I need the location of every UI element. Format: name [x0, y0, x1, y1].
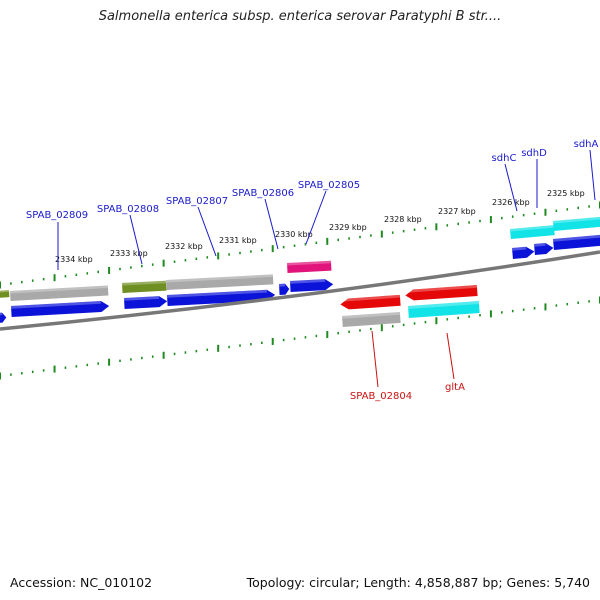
gene-leader-line — [305, 190, 327, 245]
gene-leader-line — [264, 198, 279, 250]
gene-label-forward[interactable]: SPAB_02808 — [97, 204, 159, 215]
kbp-tick-label: 2327 kbp — [438, 207, 476, 216]
gene-leader-line — [197, 206, 217, 257]
gene-label-forward[interactable]: sdhC — [492, 153, 517, 164]
gene-label-forward[interactable]: SPAB_02805 — [298, 180, 360, 191]
kbp-tick-label: 2332 kbp — [165, 242, 203, 251]
kbp-tick-label: 2334 kbp — [55, 255, 93, 264]
cds-feature-blue[interactable] — [0, 312, 7, 323]
outer-tick-track — [0, 201, 600, 289]
reverse-cds-red[interactable] — [405, 284, 478, 301]
cds-feature-blue[interactable] — [11, 300, 110, 317]
gene-label-reverse[interactable]: SPAB_02804 — [350, 391, 412, 402]
gene-label-forward[interactable]: SPAB_02809 — [26, 210, 88, 221]
gene-label-forward[interactable]: sdhD — [521, 148, 547, 159]
gene-feature-cyan[interactable] — [510, 225, 555, 239]
gene-feature-gray[interactable] — [166, 274, 274, 290]
gene-label-forward[interactable]: sdhA — [574, 139, 599, 150]
cds-feature-blue[interactable] — [167, 289, 276, 306]
cds-feature-blue[interactable] — [279, 283, 290, 295]
kbp-tick-labels: 2334 kbp 2333 kbp 2332 kbp 2331 kbp 2330 kbp… — [55, 189, 585, 264]
gene-label-forward[interactable]: SPAB_02807 — [166, 196, 228, 207]
kbp-tick-label: 2329 kbp — [329, 223, 367, 232]
gene-feature-magenta[interactable] — [287, 260, 332, 273]
gene-feature-olive[interactable] — [122, 280, 167, 293]
gene-labels[interactable]: SPAB_02809 SPAB_02808 SPAB_02807 SPAB_02806… — [26, 139, 599, 402]
kbp-tick-label: 2331 kbp — [219, 236, 257, 245]
gene-leader-line — [371, 330, 379, 388]
genome-backbone — [0, 250, 600, 331]
gene-leader-line — [589, 149, 596, 201]
cds-feature-blue[interactable] — [124, 296, 168, 309]
map-title: Salmonella enterica subsp. enterica sero… — [98, 9, 502, 24]
gene-label-forward[interactable]: SPAB_02806 — [232, 188, 294, 199]
gene-label-reverse[interactable]: gltA — [445, 382, 465, 393]
gene-feature-gray[interactable] — [10, 285, 109, 301]
genome-info-label: Topology: circular; Length: 4,858,887 bp… — [246, 575, 590, 590]
gene-feature-cyan[interactable] — [553, 216, 600, 231]
reverse-gene-cyan[interactable] — [408, 301, 480, 318]
inner-tick-track — [0, 296, 600, 380]
kbp-tick-label: 2330 kbp — [275, 230, 313, 239]
gene-leader-line — [129, 214, 143, 265]
kbp-tick-label: 2328 kbp — [384, 215, 422, 224]
cds-feature-blue[interactable] — [511, 246, 535, 259]
reverse-cds-red[interactable] — [340, 294, 401, 310]
kbp-tick-label: 2333 kbp — [110, 249, 148, 258]
gene-feature-olive[interactable] — [0, 290, 10, 298]
cds-feature-blue[interactable] — [290, 279, 334, 292]
accession-label: Accession: NC_010102 — [10, 575, 153, 590]
feature-track — [0, 216, 600, 327]
gene-leader-line — [446, 332, 455, 380]
gene-leader-line — [504, 163, 518, 212]
kbp-tick-label: 2325 kbp — [547, 189, 585, 198]
cds-feature-blue[interactable] — [534, 242, 554, 255]
reverse-gene-gray[interactable] — [342, 311, 401, 327]
kbp-tick-label: 2326 kbp — [492, 198, 530, 207]
cds-feature-blue[interactable] — [553, 234, 600, 250]
